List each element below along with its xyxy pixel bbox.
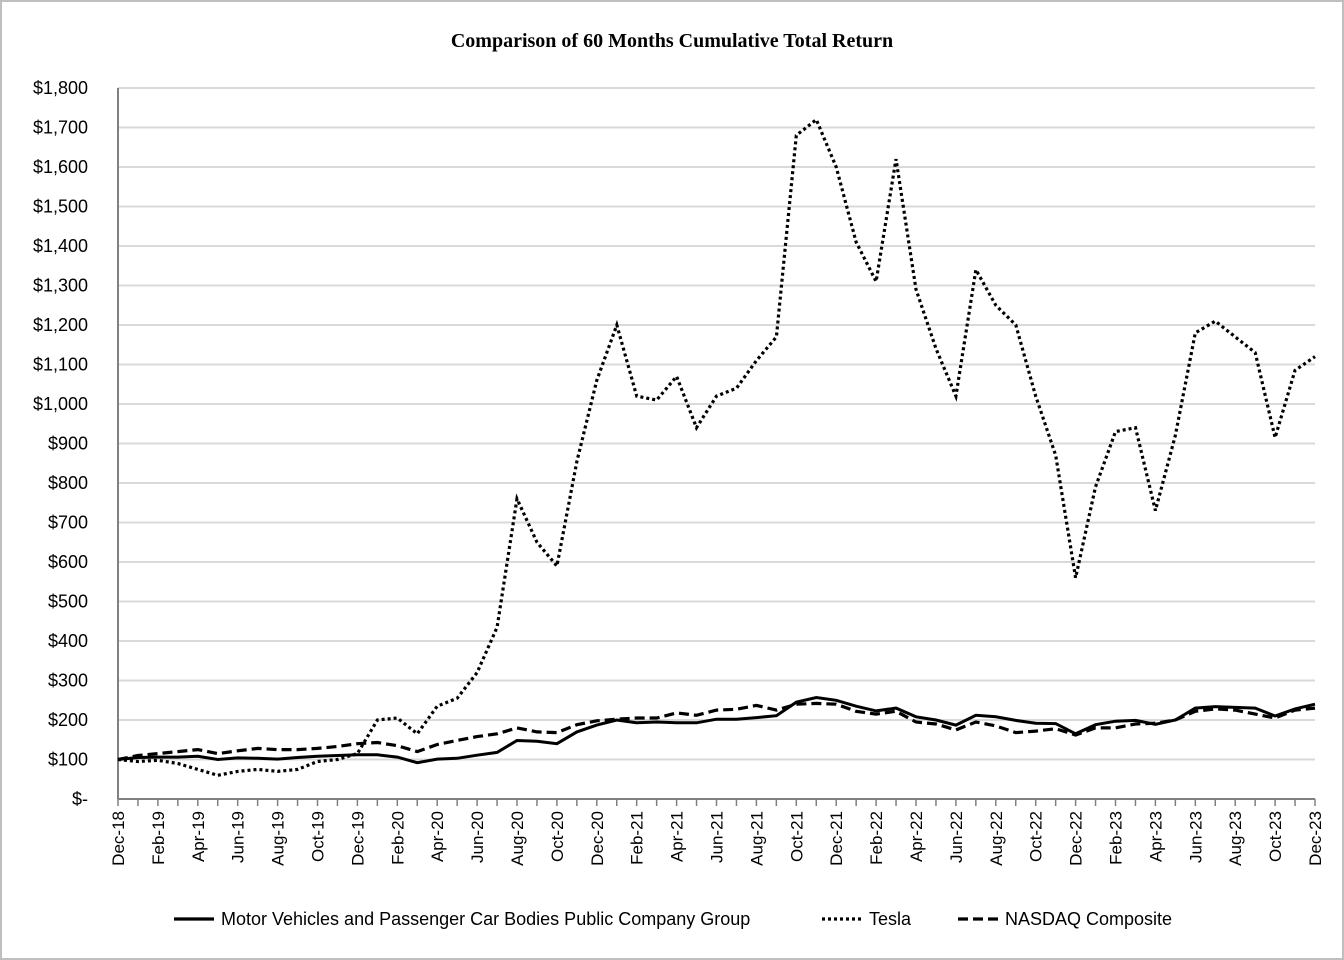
x-tick-label: Oct-19 [309,811,328,862]
x-axis-tick-labels: Dec-18 Feb-19 Apr-19 Jun-19 Aug-19 Oct-19 Dec-… [109,811,1325,866]
y-tick-label: $900 [48,434,88,454]
x-tick-label: Dec-20 [588,811,607,866]
y-tick-label: $1,000 [33,394,88,414]
x-tick-label: Apr-20 [428,811,447,862]
y-tick-label: $700 [48,513,88,533]
legend-label: Tesla [869,909,912,929]
y-tick-label: $1,800 [33,78,88,98]
x-tick-label: Jun-21 [708,811,727,863]
x-tick-label: Oct-22 [1027,811,1046,862]
legend-label: NASDAQ Composite [1005,909,1172,929]
y-tick-label: $100 [48,750,88,770]
x-tick-label: Apr-23 [1146,811,1165,862]
y-tick-label: $500 [48,592,88,612]
series-line-motor-vehicles-and-passenger-car-bodies-public-company-group [117,695,1316,765]
x-tick-label: Apr-21 [668,811,687,862]
y-tick-label: $1,200 [33,315,88,335]
x-tick-label: Dec-18 [109,811,128,866]
x-tick-label: Aug-21 [747,811,766,866]
y-tick-label: $300 [48,671,88,691]
x-tick-label: Dec-22 [1067,811,1086,866]
gridlines [118,87,1315,761]
x-tick-label: Oct-20 [548,811,567,862]
x-tick-label: Feb-23 [1107,811,1126,865]
x-tick-label: Apr-19 [189,811,208,862]
y-tick-label: $1,300 [33,276,88,296]
y-tick-label: $1,400 [33,236,88,256]
y-tick-label: $400 [48,631,88,651]
legend: Motor Vehicles and Passenger Car Bodies … [174,909,1172,929]
x-tick-label: Apr-22 [907,811,926,862]
y-tick-label: $- [72,789,88,809]
y-tick-label: $1,500 [33,197,88,217]
x-tick-label: Feb-19 [149,811,168,865]
y-tick-label: $200 [48,710,88,730]
x-tick-label: Dec-21 [827,811,846,866]
legend-label: Motor Vehicles and Passenger Car Bodies … [221,909,750,929]
x-tick-label: Feb-20 [388,811,407,865]
series-lines [117,117,1316,777]
x-tick-label: Jun-23 [1186,811,1205,863]
x-tick-label: Jun-19 [229,811,248,863]
chart-title: Comparison of 60 Months Cumulative Total… [451,30,893,52]
y-tick-label: $1,100 [33,355,88,375]
x-tick-label: Jun-22 [947,811,966,863]
x-tick-label: Aug-22 [987,811,1006,866]
x-tick-label: Oct-23 [1266,811,1285,862]
series-line-tesla [117,117,1316,777]
x-tick-label: Aug-19 [269,811,288,866]
x-tick-label: Oct-21 [787,811,806,862]
axes [117,88,1316,806]
x-tick-label: Jun-20 [468,811,487,863]
y-tick-label: $1,700 [33,118,88,138]
x-tick-label: Dec-19 [348,811,367,866]
y-tick-label: $1,600 [33,157,88,177]
x-tick-label: Feb-21 [628,811,647,865]
y-tick-label: $600 [48,552,88,572]
y-tick-label: $800 [48,473,88,493]
x-tick-label: Dec-23 [1306,811,1325,866]
x-tick-label: Aug-20 [508,811,527,866]
y-axis-tick-labels: $- $100 $200 $300 $400 $500 $600 $700 $800 $900 $1… [33,78,88,809]
series-line-nasdaq-composite [117,701,1316,762]
x-tick-label: Feb-22 [867,811,886,865]
x-tick-label: Aug-23 [1226,811,1245,866]
